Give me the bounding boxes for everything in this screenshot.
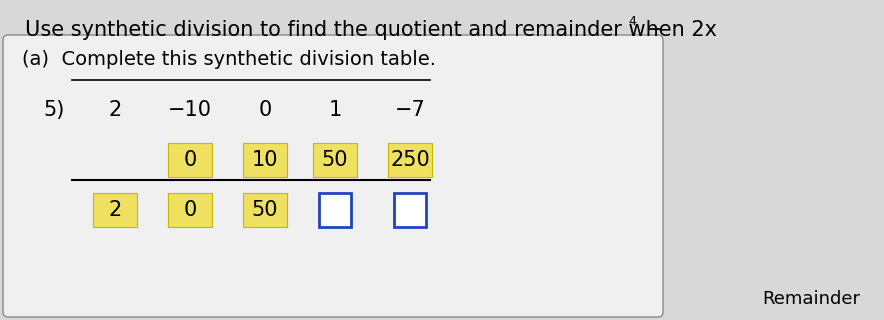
Text: 1: 1 [328, 100, 341, 120]
FancyBboxPatch shape [394, 193, 426, 227]
FancyBboxPatch shape [168, 143, 212, 177]
FancyBboxPatch shape [168, 193, 212, 227]
Text: 4: 4 [628, 15, 636, 28]
Text: −: − [640, 20, 664, 40]
Text: −10: −10 [168, 100, 212, 120]
Text: 2: 2 [109, 100, 122, 120]
Text: 0: 0 [258, 100, 271, 120]
Text: 0: 0 [183, 200, 196, 220]
Text: −7: −7 [394, 100, 425, 120]
Text: 0: 0 [183, 150, 196, 170]
FancyBboxPatch shape [243, 143, 287, 177]
Text: 5): 5) [43, 100, 65, 120]
Text: Remainder: Remainder [762, 290, 860, 308]
Text: 50: 50 [322, 150, 348, 170]
FancyBboxPatch shape [93, 193, 137, 227]
FancyBboxPatch shape [243, 193, 287, 227]
Text: (a)  Complete this synthetic division table.: (a) Complete this synthetic division tab… [22, 50, 436, 69]
FancyBboxPatch shape [319, 193, 351, 227]
FancyBboxPatch shape [388, 143, 432, 177]
FancyBboxPatch shape [313, 143, 357, 177]
Text: 2: 2 [109, 200, 122, 220]
FancyBboxPatch shape [3, 35, 663, 317]
Text: 250: 250 [390, 150, 430, 170]
Text: 10: 10 [252, 150, 278, 170]
Text: 50: 50 [252, 200, 278, 220]
Text: Use synthetic division to find the quotient and remainder when 2x: Use synthetic division to find the quoti… [25, 20, 717, 40]
